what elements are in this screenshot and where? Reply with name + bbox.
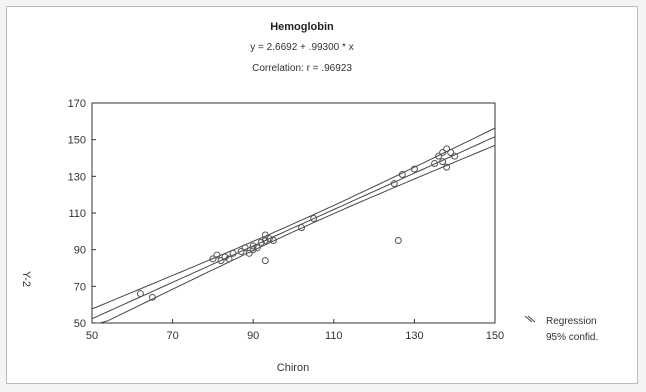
data-point: [398, 171, 406, 178]
data-point: [451, 152, 459, 160]
y-tick-label: 170: [68, 98, 86, 110]
y-tick-label: 50: [74, 318, 86, 330]
data-point: [209, 255, 217, 263]
data-point: [394, 237, 402, 244]
data-point: [261, 257, 269, 265]
data-point: [447, 149, 455, 156]
x-tick-label: 50: [86, 330, 98, 342]
y-tick-label: 70: [74, 281, 86, 293]
x-axis-label: Chiron: [277, 362, 309, 374]
data-point: [213, 251, 221, 259]
data-point: [443, 145, 451, 153]
x-axis-ticks: 50 70 90 110 130 150: [86, 319, 504, 342]
plot-area: [91, 102, 496, 324]
data-point: [148, 293, 156, 301]
data-point: [225, 255, 233, 263]
chart-frame: Hemoglobin y = 2.6692 + .99300 * x Corre…: [6, 6, 638, 384]
regression-lines: [91, 127, 496, 324]
data-point: [257, 238, 265, 246]
correlation-label: Correlation: r = .96923: [252, 63, 352, 74]
data-point: [390, 180, 398, 188]
data-point: [253, 244, 261, 252]
chart-title: Hemoglobin: [270, 21, 334, 33]
data-point: [136, 290, 144, 298]
lower-confidence-line: [92, 144, 496, 324]
data-point: [431, 160, 439, 167]
data-point: [439, 158, 447, 166]
y-tick-label: 150: [68, 135, 86, 147]
x-tick-label: 90: [247, 330, 259, 342]
data-point: [435, 152, 443, 160]
x-tick-label: 130: [405, 330, 423, 342]
regression-equation: y = 2.6692 + .99300 * x: [250, 42, 353, 53]
data-point: [443, 163, 451, 171]
x-tick-label: 110: [325, 330, 343, 342]
y-axis-ticks: 50 70 90 110 130 150 170: [68, 98, 96, 330]
data-point: [310, 215, 318, 222]
data-point: [245, 249, 253, 257]
y-tick-label: 110: [68, 208, 86, 220]
legend-regression-label: Regression: [546, 316, 597, 327]
data-point: [241, 244, 249, 252]
data-point: [269, 237, 277, 244]
x-tick-label: 150: [486, 330, 504, 342]
data-point: [439, 149, 447, 156]
legend-confidence-swatch: [527, 315, 536, 323]
regression-line: [91, 136, 496, 320]
legend-confidence-label: 95% confid.: [546, 332, 598, 343]
data-point: [265, 235, 273, 243]
data-point: [261, 231, 269, 239]
x-tick-label: 70: [166, 330, 178, 342]
legend: Regression 95% confid.: [524, 315, 598, 343]
data-point: [217, 257, 225, 265]
y-tick-label: 90: [74, 245, 86, 257]
data-point: [229, 249, 237, 257]
data-points: [136, 145, 459, 301]
data-point: [221, 253, 229, 261]
data-point: [410, 165, 418, 173]
y-tick-label: 130: [68, 171, 86, 183]
scatter-chart: Hemoglobin y = 2.6692 + .99300 * x Corre…: [20, 21, 598, 374]
legend-regression-swatch: [524, 315, 533, 323]
data-point: [298, 224, 306, 232]
data-point: [249, 242, 257, 250]
y-axis-label: Y-2: [20, 271, 32, 287]
data-point: [237, 248, 245, 255]
upper-confidence-line: [91, 127, 496, 310]
data-point: [249, 246, 257, 254]
